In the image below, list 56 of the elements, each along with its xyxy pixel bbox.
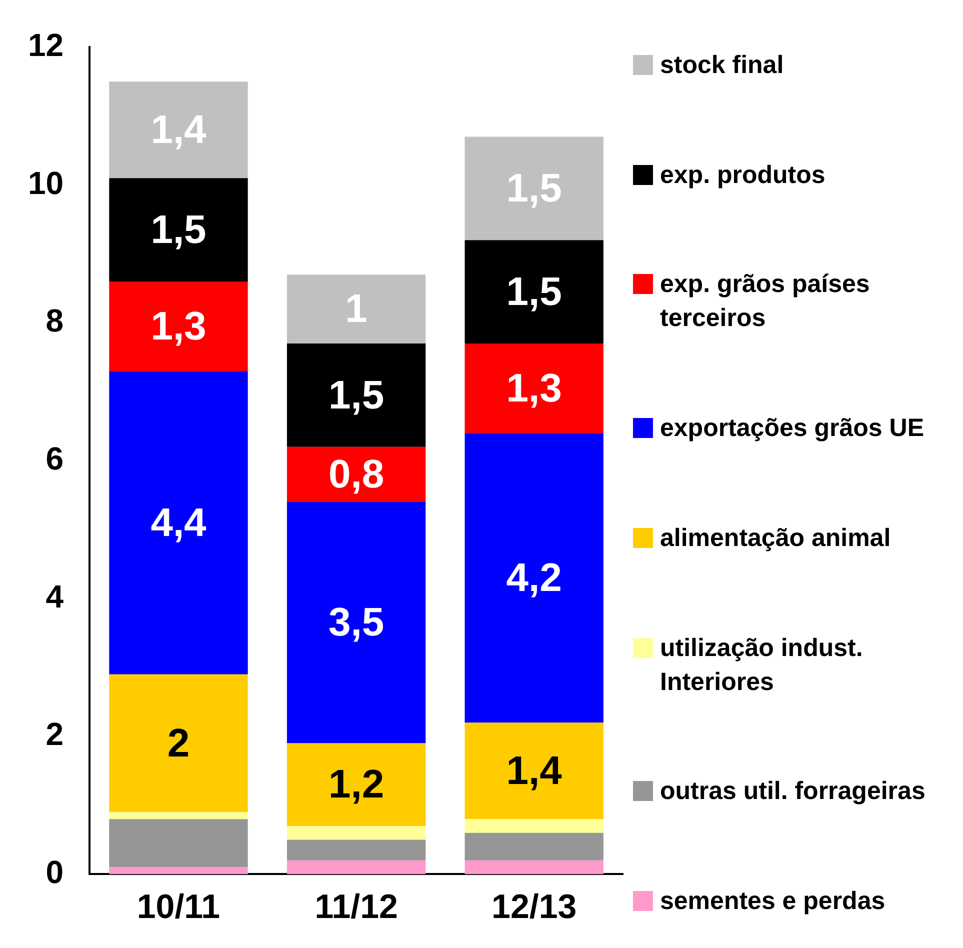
bar — [286, 274, 426, 344]
legend-label: utilização indust. Interiores — [660, 632, 864, 698]
data-label: 1,2 — [328, 762, 384, 807]
data-label: 1,5 — [506, 270, 562, 314]
bar — [286, 743, 426, 826]
legend-label: stock final — [660, 50, 785, 81]
bar — [286, 840, 426, 860]
data-label: 1 — [345, 287, 368, 332]
bar — [109, 819, 248, 868]
bar — [109, 674, 248, 812]
bar — [109, 812, 248, 820]
y-tick-label: 2 — [46, 716, 64, 752]
bar — [464, 136, 604, 240]
data-label: 0,8 — [328, 452, 384, 497]
y-tick-label: 0 — [46, 854, 64, 890]
data-label: 3,5 — [328, 600, 384, 645]
y-tick-label: 10 — [28, 164, 64, 201]
data-label: 1,5 — [150, 208, 206, 252]
y-tick-label: 8 — [46, 302, 64, 339]
y-tick-label: 6 — [46, 440, 64, 477]
bar — [464, 819, 604, 833]
bar — [464, 722, 604, 820]
data-label: 4,2 — [506, 556, 562, 600]
x-tick-label: 11/12 — [314, 888, 398, 926]
x-tick-label: 10/11 — [136, 888, 220, 926]
legend-label: exp. grãos países terceiros — [660, 269, 871, 334]
legend-label: exportações grãos UE — [660, 413, 925, 444]
bar — [464, 832, 604, 860]
data-label: 1,5 — [506, 166, 562, 211]
bar — [464, 344, 604, 434]
bar — [286, 502, 426, 744]
bar — [286, 860, 426, 874]
data-label: 1,4 — [150, 108, 208, 152]
data-label: 4,4 — [150, 500, 208, 545]
bar — [109, 178, 248, 282]
bar — [464, 240, 604, 344]
data-label: 1,3 — [506, 366, 562, 410]
data-label: 1,4 — [506, 748, 563, 793]
legend-label: exp. produtos — [660, 160, 826, 191]
bar — [109, 282, 248, 372]
bar — [109, 82, 248, 178]
legend-label: outras util. forrageiras — [660, 776, 926, 808]
data-label: 1,5 — [328, 373, 384, 418]
legend-label: sementes e perdas — [660, 886, 886, 917]
data-label: 2 — [167, 721, 190, 766]
bar — [286, 826, 426, 840]
bar — [109, 371, 248, 674]
legend-label: alimentação animal — [660, 522, 892, 554]
bar — [464, 433, 604, 723]
y-tick-label: 4 — [46, 578, 64, 614]
bar — [286, 344, 426, 447]
y-tick-label: 12 — [28, 27, 64, 64]
bar — [109, 867, 248, 874]
x-tick-label: 12/13 — [492, 888, 577, 926]
bar — [464, 860, 604, 874]
data-label: 1,3 — [150, 304, 206, 348]
